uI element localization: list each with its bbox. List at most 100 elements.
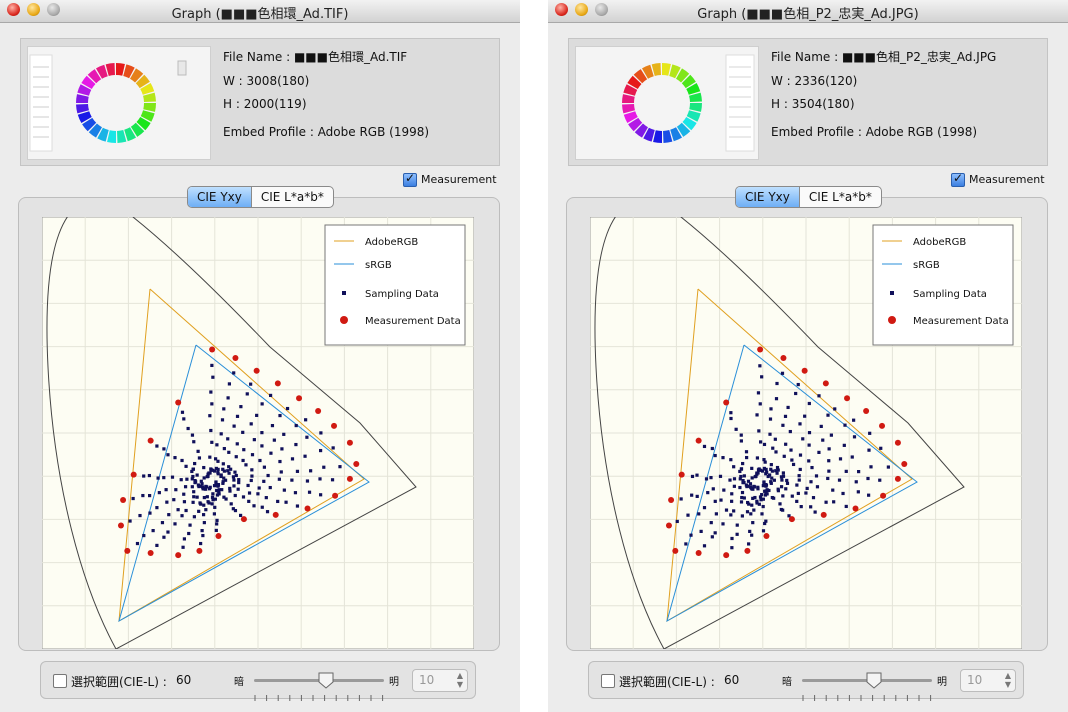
sampling-point	[764, 467, 768, 471]
sampling-point	[265, 510, 270, 514]
sampling-point	[732, 509, 736, 513]
measurement-point	[668, 497, 675, 504]
range-checkbox[interactable]	[601, 674, 615, 688]
sampling-point	[739, 433, 743, 437]
sampling-point	[128, 519, 132, 523]
legend-sampling-label: Sampling Data	[365, 289, 439, 300]
sampling-point	[760, 469, 765, 473]
tab-cie-yxy[interactable]: CIE Yxy	[188, 187, 252, 207]
tab-cie-lab[interactable]: CIE L*a*b*	[260, 190, 324, 204]
sampling-point	[690, 474, 695, 479]
spectral-locus	[46, 217, 417, 649]
slider-knob[interactable]	[865, 671, 883, 689]
measurement-point	[346, 475, 353, 482]
sampling-point	[208, 455, 212, 459]
close-button[interactable]	[7, 3, 20, 16]
sampling-point	[193, 461, 197, 466]
sampling-point	[755, 456, 760, 460]
zoom-button[interactable]	[595, 3, 608, 16]
sampling-point	[867, 493, 871, 497]
measurement-point	[232, 354, 239, 361]
sampling-point	[228, 489, 232, 493]
sampling-point	[319, 431, 323, 435]
measurement-point	[346, 439, 353, 446]
sampling-point	[170, 475, 175, 479]
sampling-point	[233, 493, 237, 498]
close-button[interactable]	[555, 3, 568, 16]
sampling-point	[249, 382, 253, 386]
sampling-point	[269, 451, 273, 455]
stepper-field[interactable]: 10 ▲ ▼	[412, 669, 468, 692]
adobe-rgb-triangle	[118, 288, 365, 622]
sampling-point	[210, 495, 215, 499]
sampling-point	[147, 473, 151, 478]
sampling-point	[879, 446, 883, 450]
color-wheel-segment	[662, 63, 671, 76]
view-segmented-control[interactable]: CIE Yxy CIE L*a*b*	[187, 186, 334, 208]
tab-cie-lab[interactable]: CIE L*a*b*	[808, 190, 872, 204]
sampling-point	[284, 500, 288, 504]
sampling-point	[200, 482, 204, 486]
sampling-data-points	[675, 364, 890, 550]
sampling-point	[850, 455, 854, 459]
range-control-bar: 選択範囲(CIE-L) : 60 暗 明 10 ▲ ▼	[588, 661, 1024, 701]
embed-profile-text: Embed Profile : Adobe RGB (1998)	[223, 125, 430, 139]
minimize-button[interactable]	[575, 3, 588, 16]
sampling-point	[767, 488, 771, 493]
measurement-point	[822, 380, 829, 387]
sampling-point	[212, 469, 217, 473]
view-segmented-control[interactable]: CIE Yxy CIE L*a*b*	[735, 186, 882, 208]
sampling-point	[739, 467, 744, 471]
sampling-point	[844, 504, 848, 509]
sampling-point	[814, 474, 819, 478]
sampling-point	[697, 512, 701, 516]
sampling-point	[730, 492, 734, 496]
minimize-button[interactable]	[27, 3, 40, 16]
sampling-point	[164, 488, 168, 492]
sampling-point	[319, 493, 323, 497]
sampling-point	[260, 431, 264, 435]
measurement-checkbox[interactable]	[403, 171, 417, 187]
window-title: Graph (■■■色相_P2_忠実_Ad.JPG)	[697, 7, 919, 22]
sampling-point	[819, 424, 823, 428]
measurement-point	[175, 399, 182, 406]
sampling-point	[157, 491, 161, 495]
legend-measurement-label: Measurement Data	[365, 316, 461, 327]
sampling-point	[223, 478, 228, 482]
tab-cie-yxy[interactable]: CIE Yxy	[736, 187, 800, 207]
sampling-point	[702, 506, 707, 510]
slider-knob[interactable]	[317, 671, 335, 689]
sampling-point	[759, 498, 763, 502]
sampling-point	[219, 432, 223, 436]
sampling-point	[221, 480, 225, 484]
sampling-point	[208, 414, 212, 418]
sampling-point	[755, 413, 759, 417]
measurement-checkbox[interactable]	[951, 171, 965, 187]
title-bar[interactable]: Graph (■■■色相環_Ad.TIF)	[0, 0, 520, 23]
sampling-point	[764, 472, 768, 476]
sampling-point	[235, 414, 240, 418]
sampling-point	[209, 428, 213, 433]
sampling-point	[216, 484, 220, 488]
range-checkbox[interactable]	[53, 674, 67, 688]
sampling-point	[739, 439, 743, 443]
title-bar[interactable]: Graph (■■■色相_P2_忠実_Ad.JPG)	[548, 0, 1068, 23]
stepper-arrows-icon[interactable]: ▲ ▼	[1004, 671, 1011, 689]
sampling-point	[759, 468, 763, 472]
height-text: H : 3504(180)	[771, 97, 855, 111]
sampling-point	[192, 490, 196, 494]
sampling-point	[752, 484, 756, 488]
stepper-arrows-icon[interactable]: ▲ ▼	[456, 671, 463, 689]
zoom-button[interactable]	[47, 3, 60, 16]
sampling-point	[212, 484, 217, 488]
stepper-field[interactable]: 10 ▲ ▼	[960, 669, 1016, 692]
sampling-point	[221, 467, 225, 471]
color-wheel-segment	[135, 74, 150, 89]
sampling-point	[199, 484, 203, 488]
legend-sampling-marker	[342, 291, 346, 295]
sampling-point	[239, 513, 243, 518]
slider-ticks	[254, 695, 384, 701]
sampling-point	[190, 433, 195, 437]
sampling-point	[796, 382, 800, 387]
color-wheel-segment	[686, 83, 701, 95]
